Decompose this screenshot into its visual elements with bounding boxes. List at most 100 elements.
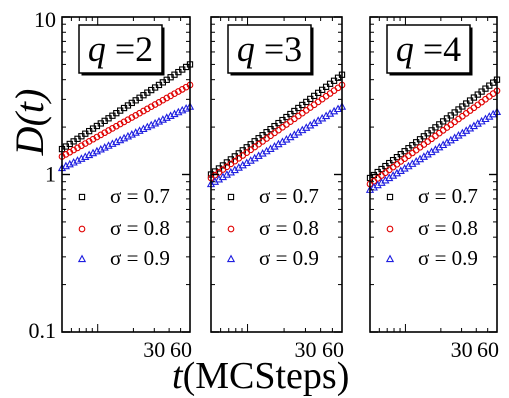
data-point (298, 109, 306, 117)
data-point (465, 123, 475, 132)
legend-label: σ = 0.7 (110, 184, 170, 208)
data-point (275, 126, 282, 134)
series-0.7 (58, 61, 194, 153)
data-point (382, 169, 389, 177)
panel-label: q =4 (396, 29, 461, 69)
data-point (408, 149, 416, 157)
data-point (283, 121, 290, 128)
data-point (373, 180, 382, 189)
x-tick-label: 60 (322, 337, 344, 362)
data-point (459, 112, 466, 120)
legend: σ = 0.7 σ = 0.8 σ = 0.9 (226, 184, 319, 270)
data-point (474, 101, 482, 109)
x-tick-label: 60 (170, 337, 192, 362)
panel-label: q =2 (88, 29, 153, 69)
series-0.8 (58, 81, 194, 160)
data-point (485, 93, 493, 100)
series-0.8 (366, 87, 501, 188)
data-point (446, 135, 455, 144)
y-tick-label: 10 (34, 7, 56, 32)
x-axis-label-variable: t (172, 355, 184, 397)
y-axis-title: D(t) (7, 89, 52, 157)
legend-label: σ = 0.7 (418, 184, 478, 208)
data-point (412, 156, 421, 165)
data-point (374, 175, 382, 182)
legend-marker (226, 254, 236, 263)
legend-marker (385, 254, 395, 263)
x-tick-label: 30 (294, 337, 316, 362)
legend-marker (386, 225, 394, 233)
data-point (435, 129, 443, 137)
data-point (378, 172, 385, 179)
data-point (385, 166, 393, 174)
data-point (388, 171, 398, 179)
data-point (393, 160, 401, 168)
data-point (318, 95, 326, 103)
legend-label: σ = 0.8 (418, 216, 478, 240)
data-point (381, 175, 390, 184)
data-point (389, 163, 397, 171)
data-point (455, 115, 462, 123)
data-point (431, 145, 440, 153)
data-point (462, 110, 470, 117)
legend-marker (77, 254, 87, 263)
data-point (404, 161, 413, 170)
legend: σ = 0.7 σ = 0.8 σ = 0.9 (77, 184, 170, 270)
data-point (489, 90, 497, 97)
data-point (314, 98, 322, 106)
panel-label: q =3 (237, 29, 302, 69)
data-point (287, 118, 294, 125)
data-point (267, 132, 274, 140)
legend-marker (227, 225, 235, 233)
data-point (310, 101, 318, 109)
data-point (259, 138, 266, 145)
panel-label-box (386, 24, 471, 74)
data-point (451, 118, 459, 126)
data-point (415, 154, 425, 163)
data-point (420, 141, 428, 148)
series-0.9 (206, 102, 347, 188)
data-point (454, 130, 463, 139)
data-point (470, 104, 478, 112)
series-0.7 (366, 76, 501, 182)
data-point (334, 84, 342, 92)
data-point (481, 114, 490, 123)
data-point (302, 107, 310, 114)
data-point (462, 126, 471, 134)
chart-panel-3: 30 60 q =4 σ = 0.7 σ = 0.8 σ = 0.9 (365, 16, 502, 362)
data-point (478, 98, 485, 106)
panel-label-box (227, 24, 312, 74)
data-point (263, 135, 270, 142)
y-tick-label: 1 (45, 162, 56, 187)
data-point (322, 92, 330, 100)
data-point (291, 115, 298, 123)
data-point (428, 135, 435, 143)
series-0.9 (57, 102, 195, 172)
y-tick-label: 0.1 (29, 318, 57, 343)
chart-panel-1: 30 60 0.1 1 10 q =2 σ = 0.7 σ = 0.8 σ = 0.9 (29, 7, 195, 362)
data-point (435, 142, 444, 151)
series-0.9 (365, 107, 502, 193)
data-point (397, 158, 405, 165)
legend: σ = 0.7 σ = 0.8 σ = 0.9 (385, 184, 478, 270)
data-point (408, 159, 417, 167)
data-point (419, 152, 429, 160)
x-axis-label: t(MCSteps) (172, 355, 349, 397)
legend-label: σ = 0.9 (418, 246, 478, 270)
data-point (385, 173, 394, 182)
legend-label: σ = 0.8 (259, 216, 319, 240)
chart-panel-2: 30 60 q =3 σ = 0.7 σ = 0.8 σ = 0.9 (206, 16, 347, 362)
data-point (477, 116, 486, 125)
data-point (438, 140, 448, 149)
series-0.8 (207, 81, 346, 182)
data-point (432, 132, 439, 140)
data-point (469, 121, 479, 130)
legend-label: σ = 0.7 (259, 184, 319, 208)
legend-marker (386, 193, 394, 201)
legend-marker (78, 225, 86, 233)
data-point (271, 129, 278, 137)
data-point (279, 123, 286, 131)
data-point (416, 143, 424, 151)
data-point (330, 87, 338, 94)
x-tick-label: 30 (143, 337, 165, 362)
